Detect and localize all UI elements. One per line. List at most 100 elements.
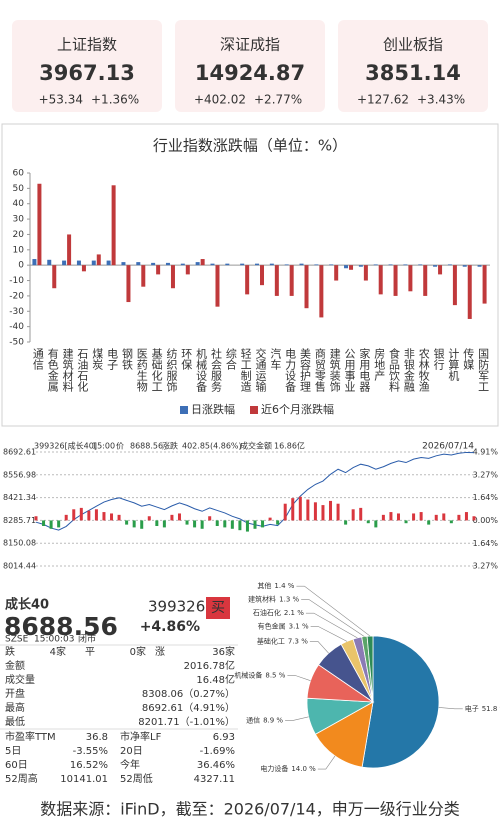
pie-value-label: 8.5 % [265, 672, 285, 680]
bar [52, 265, 57, 289]
indicator-bar [34, 516, 38, 521]
y2-tick-label: 1.64% [473, 493, 499, 502]
bar [180, 263, 185, 266]
pie-value-label: 7.3 % [288, 637, 308, 645]
indicator-bar [291, 498, 295, 521]
x-tick-label: 公用事业 [343, 348, 356, 392]
y-tick-label: 8692.61 [3, 448, 36, 457]
change: 402.85(4.86%) [182, 442, 242, 451]
x-tick-label: 建筑材料 [61, 347, 74, 393]
y2-tick-label: 3.27% [473, 470, 499, 479]
indicator-bar [253, 520, 257, 529]
indicator-bar [306, 499, 310, 521]
stat-label: 市净率LF [120, 730, 162, 743]
pie-value-label: 1.4 % [274, 582, 294, 590]
bar [200, 259, 205, 266]
x-tick-label: 汽车 [269, 347, 282, 371]
pie-slice [366, 635, 374, 703]
index-card [338, 20, 488, 112]
y2-tick-label: 3.27% [473, 562, 499, 571]
stat-label: 今年 [120, 758, 140, 771]
stat-value: 4327.11 [194, 774, 235, 785]
y2-tick-label: 1.64% [473, 539, 499, 548]
breadth-count: 4家 [50, 645, 66, 658]
pie-value-label: 51.8 % [482, 705, 500, 713]
bar [289, 265, 294, 296]
pie-slice [314, 701, 374, 768]
bar [210, 263, 215, 266]
stat-value: 10141.01 [60, 774, 108, 785]
indicator-bar [57, 520, 61, 528]
indicator-bar [140, 520, 144, 529]
leader-line [296, 585, 371, 637]
indicator-bar [170, 514, 174, 521]
x-tick-label: 建筑装饰 [328, 347, 341, 392]
x-tick-label: 通信 [31, 348, 44, 371]
index-value: 3967.13 [39, 61, 135, 85]
indicator-bar [434, 514, 438, 521]
bar [319, 265, 324, 318]
y-tick-label: 30 [13, 215, 25, 225]
leader-line [285, 716, 309, 721]
bar [467, 265, 472, 319]
bar [260, 265, 264, 286]
chart-title: 行业指数涨跌幅（单位：%） [153, 137, 347, 155]
bar [240, 263, 245, 266]
bar [408, 265, 413, 292]
bar [433, 265, 438, 267]
index-change: +53.34 [39, 93, 83, 107]
index-card [12, 20, 162, 112]
bar [136, 262, 141, 266]
indicator-bar [64, 514, 68, 521]
indicator-bar [185, 520, 189, 525]
breadth-label: 跌 [5, 645, 15, 658]
bar [269, 263, 274, 266]
x-tick-label: 石油石化 [76, 348, 89, 393]
indicator-bar [336, 503, 340, 521]
y2-tick-label: 4.91% [473, 448, 499, 457]
indicator-bar [276, 520, 280, 525]
bar [141, 265, 146, 287]
indicator-bar [87, 510, 91, 521]
legend-swatch [250, 406, 258, 414]
y-tick-label: -20 [9, 291, 24, 301]
indicator-bar [223, 520, 227, 528]
indicator-bar [79, 507, 83, 521]
row-value: 8692.61（4.91%） [142, 702, 235, 714]
bar [170, 265, 175, 289]
quote-name: 成长40 [5, 597, 49, 613]
indicator-bar [396, 513, 400, 521]
footer: 数据来源：iFinD，截至：2026/07/14，申万一级行业分类 [40, 800, 460, 819]
indicator-bar [177, 513, 181, 521]
leader-line [438, 707, 463, 710]
stat-value: -1.69% [200, 746, 235, 757]
indicator-bar [72, 509, 76, 521]
index-name: 深证成指 [220, 36, 280, 54]
row-value: 8201.71（-1.01%） [138, 716, 235, 728]
index-change: +402.02 [194, 93, 246, 107]
indicator-bar [344, 520, 348, 525]
x-tick-label: 有色金属 [46, 347, 59, 393]
bar [334, 265, 339, 281]
bar [304, 265, 309, 309]
indicator-bar [389, 512, 393, 521]
y-tick-label: 8150.08 [3, 539, 36, 548]
bar [151, 262, 156, 266]
leader-line [309, 641, 329, 654]
bar [373, 264, 378, 266]
x-tick-label: 计算机 [447, 348, 460, 381]
row-label: 成交量 [5, 673, 35, 686]
bar [447, 264, 452, 266]
y-tick-label: -50 [9, 338, 24, 348]
bar [37, 183, 42, 266]
bar [156, 265, 161, 275]
y-tick-label: 40 [13, 199, 25, 209]
code: 399326[成长40] [34, 441, 97, 451]
buy-button[interactable] [206, 597, 230, 619]
index-value: 3851.14 [365, 61, 461, 85]
stat-label: 市盈率TTM [5, 730, 56, 743]
indicator-bar [117, 514, 121, 521]
indicator-bar [215, 520, 219, 527]
x-tick-label: 电力设备 [284, 348, 297, 393]
